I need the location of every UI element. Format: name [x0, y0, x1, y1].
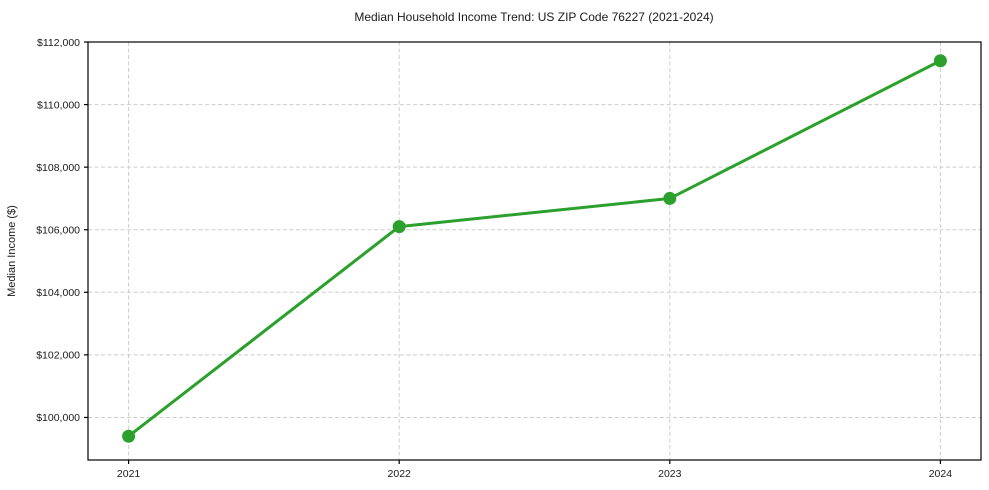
y-tick-label: $108,000 — [36, 162, 80, 174]
y-tick-label: $102,000 — [36, 350, 80, 362]
data-point-2021 — [122, 429, 136, 443]
x-tick-label: 2021 — [117, 468, 141, 480]
grid-lines — [88, 41, 981, 460]
trend-line — [127, 59, 942, 438]
y-tick-label: $100,000 — [36, 412, 80, 424]
data-series — [122, 54, 947, 443]
axis-tick-labels: $100,000 $102,000 $104,000 $106,000 $108,000… — [36, 37, 952, 480]
x-tick-label: 2024 — [929, 468, 953, 480]
axis-ticks — [84, 41, 942, 464]
y-tick-label: $106,000 — [36, 225, 80, 237]
chart-title: Median Household Income Trend: US ZIP Co… — [354, 10, 713, 24]
data-point-2023 — [663, 191, 677, 205]
data-point-2024 — [933, 54, 947, 68]
data-point-2022 — [392, 220, 406, 234]
x-tick-label: 2023 — [658, 468, 682, 480]
y-tick-label: $112,000 — [37, 37, 80, 49]
y-axis-label: Median Income ($) — [6, 205, 18, 297]
x-tick-label: 2022 — [388, 468, 412, 480]
plot-border — [87, 41, 982, 461]
y-tick-label: $110,000 — [37, 99, 80, 111]
y-tick-label: $104,000 — [36, 287, 80, 299]
